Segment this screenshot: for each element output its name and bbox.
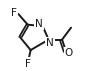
Text: F: F [25, 59, 31, 69]
Text: F: F [11, 8, 17, 18]
Text: O: O [65, 48, 73, 58]
Text: N: N [35, 19, 43, 29]
Text: N: N [46, 38, 54, 48]
